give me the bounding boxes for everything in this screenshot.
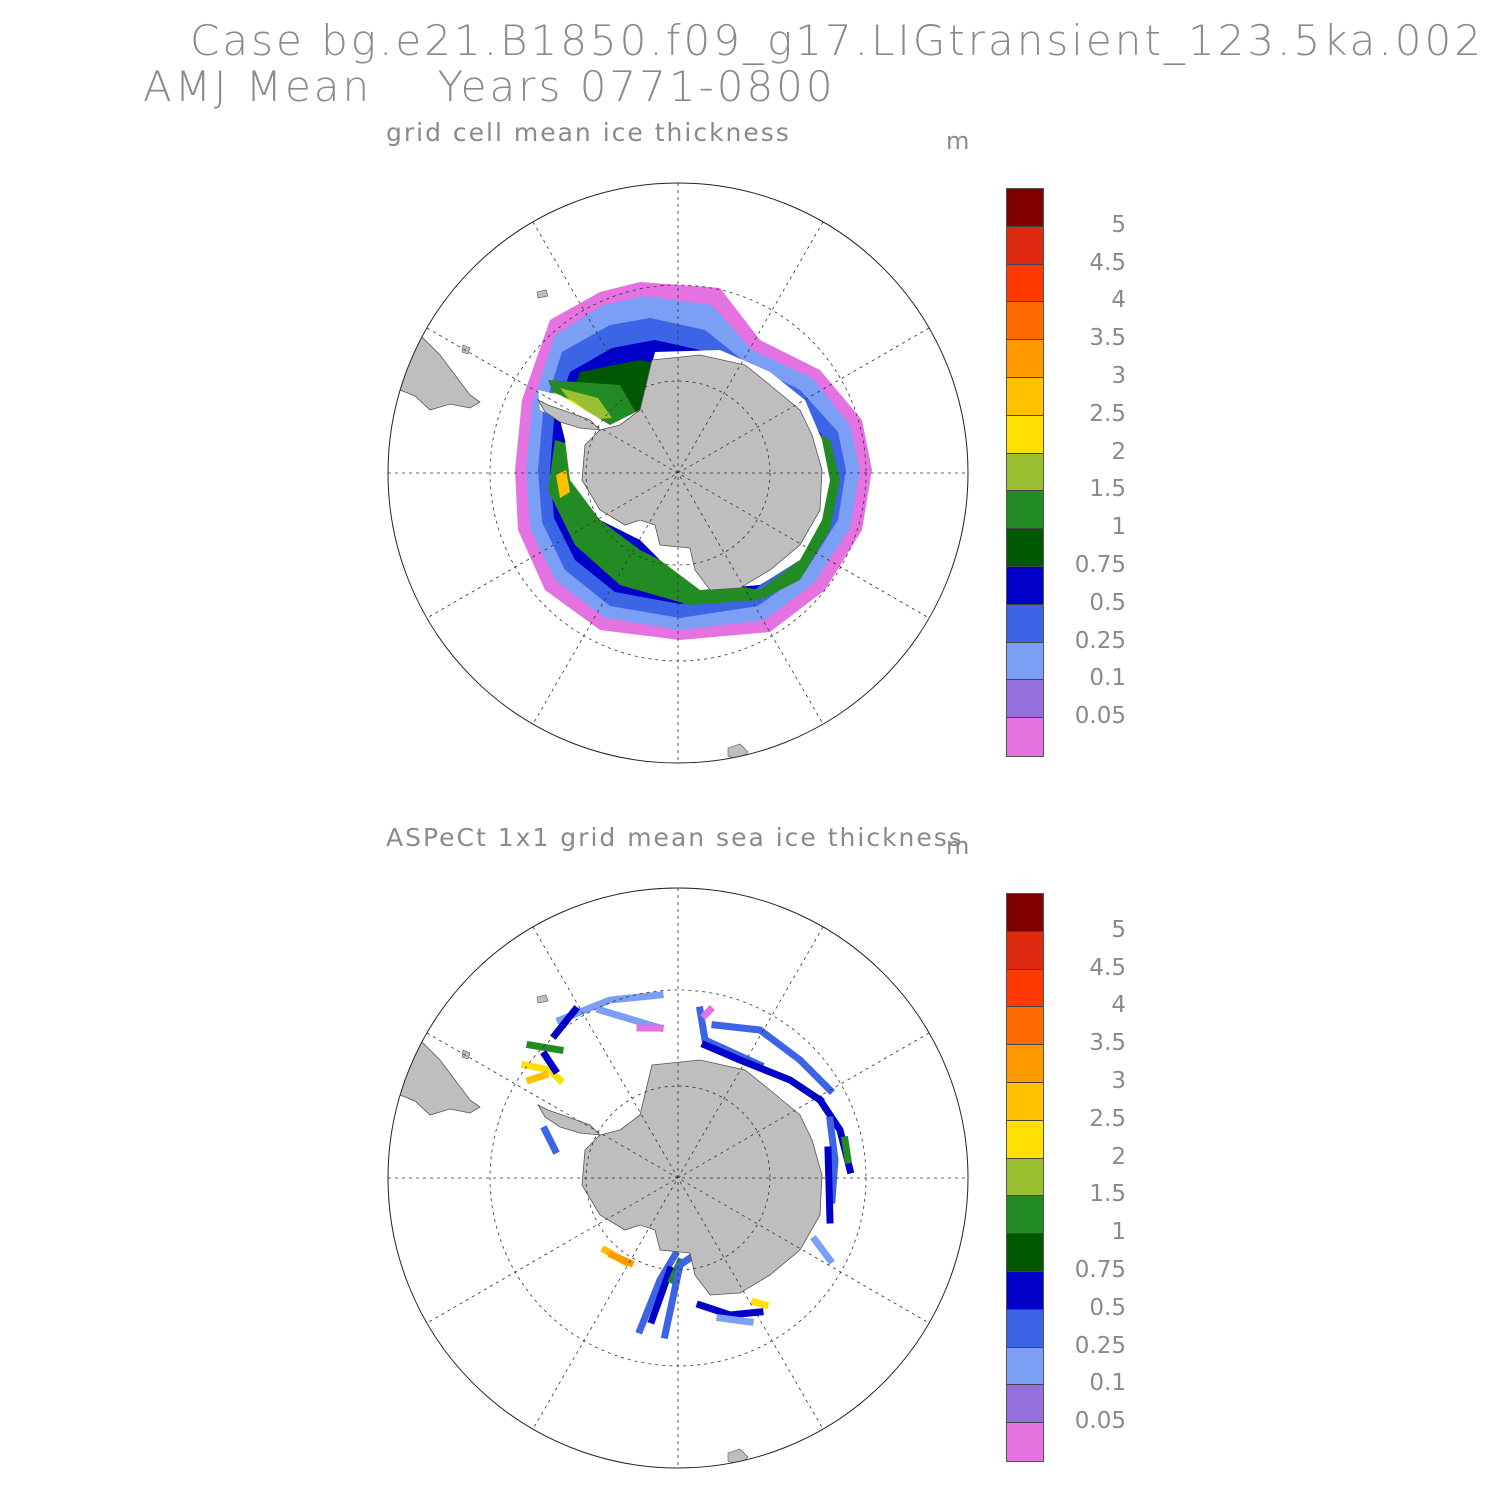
colorbar-1-tick-label: 3.5 <box>1089 325 1126 352</box>
colorbar-2-tick-label: 0.1 <box>1089 1370 1126 1397</box>
colorbar-1-tick-label: 0.75 <box>1074 552 1126 578</box>
map-panel-1 <box>388 282 872 761</box>
colorbar-2-segment <box>1007 894 1043 932</box>
map-panel-2 <box>388 991 855 1466</box>
colorbar-2-segment <box>1007 1234 1043 1272</box>
colorbar-2-tick-label: 4 <box>1111 992 1126 1019</box>
colorbar-1-tick-label: 0.5 <box>1089 589 1126 616</box>
colorbar-1-segment <box>1007 415 1043 454</box>
colorbar-1-segment <box>1007 529 1043 567</box>
panel1-title: grid cell mean ice thickness <box>386 118 791 147</box>
season-years-title: AMJ Mean Years 0771-0800 <box>143 62 836 111</box>
colorbar-2-tick-label: 1.5 <box>1089 1181 1126 1208</box>
island-1 <box>461 344 471 355</box>
colorbar-2-tick-label: 0.5 <box>1089 1294 1126 1321</box>
colorbar-2-segment <box>1007 1423 1043 1461</box>
colorbar-1-segment <box>1007 680 1043 719</box>
ice-ring-1.5 <box>560 388 612 420</box>
island-5 <box>727 1448 749 1466</box>
colorbar-2-tick-label: 4.5 <box>1089 954 1126 981</box>
colorbar-2-tick-label: 3.5 <box>1089 1030 1126 1057</box>
colorbar-2-tick-label: 2.5 <box>1089 1105 1126 1132</box>
colorbar-2-segment <box>1007 1309 1043 1348</box>
antarctica-landmass-2 <box>581 1059 823 1296</box>
colorbar-2-tick-label: 0.05 <box>1074 1408 1126 1435</box>
colorbar-1-segment <box>1007 718 1043 756</box>
case-title: Case bg.e21.B1850.f09_g17.LIGtransient_1… <box>190 16 1484 65</box>
colorbar-2-segment <box>1007 1158 1043 1197</box>
colorbar-2-segment <box>1007 969 1043 1008</box>
colorbar-2-segment <box>1007 931 1043 970</box>
colorbar-1-segment <box>1007 642 1043 681</box>
antarctic-peninsula <box>536 399 602 431</box>
map-boundary-2 <box>387 887 969 1469</box>
colorbar-2-segment <box>1007 1120 1043 1159</box>
colorbar-2-segment <box>1007 1385 1043 1424</box>
colorbar-1-segment <box>1007 453 1043 492</box>
colorbar-2-segment <box>1007 1045 1043 1083</box>
colorbar-2-tick-label: 2 <box>1111 1143 1126 1170</box>
colorbar-2 <box>1006 893 1044 1462</box>
colorbar-2-segment <box>1007 1007 1043 1046</box>
colorbar-2-tick-label: 3 <box>1111 1068 1126 1094</box>
colorbar-1-tick-label: 4 <box>1111 287 1126 314</box>
island-4 <box>461 1049 471 1060</box>
colorbar-2-tick-label: 5 <box>1111 916 1126 943</box>
colorbar-1-segment <box>1007 189 1043 227</box>
ice-ring-1-b <box>548 430 840 605</box>
colorbar-2-segment <box>1007 1196 1043 1235</box>
colorbar-1-tick-label: 2.5 <box>1089 400 1126 427</box>
colorbar-2-segment <box>1007 1271 1043 1310</box>
island-2 <box>727 743 749 761</box>
colorbar-1-tick-label: 4.5 <box>1089 249 1126 276</box>
colorbar-1-tick-label: 1.5 <box>1089 476 1126 503</box>
colorbar-2-tick-label: 0.75 <box>1074 1257 1126 1283</box>
colorbar-2-tick-label: 1 <box>1111 1219 1126 1246</box>
colorbar-1-tick-label: 1 <box>1111 514 1126 541</box>
colorbar-1-segment <box>1007 340 1043 378</box>
colorbar-1-tick-label: 2 <box>1111 438 1126 465</box>
aspect-tracks <box>520 991 855 1340</box>
island-3 <box>536 289 549 299</box>
colorbar-1-tick-label: 5 <box>1111 211 1126 238</box>
island-6 <box>536 994 549 1004</box>
colorbar-1-tick-label: 0.05 <box>1074 703 1126 730</box>
antarctic-peninsula-2 <box>536 1104 602 1136</box>
colorbar-1-segment <box>1007 491 1043 530</box>
colorbar-1-segment <box>1007 302 1043 341</box>
panel2-title: ASPeCt 1x1 grid mean sea ice thickness <box>386 823 964 852</box>
colorbar-1-tick-label: 0.1 <box>1089 665 1126 692</box>
colorbar-1 <box>1006 188 1044 757</box>
colorbar-1-segment <box>1007 226 1043 265</box>
panel2-unit: m <box>946 832 970 860</box>
ice-ring-2.5 <box>556 470 570 498</box>
colorbar-1-segment <box>1007 566 1043 605</box>
colorbar-1-segment <box>1007 264 1043 303</box>
colorbar-1-segment <box>1007 377 1043 416</box>
colorbar-2-segment <box>1007 1347 1043 1386</box>
graticule-panel-2 <box>388 888 968 1468</box>
colorbar-1-tick-label: 3 <box>1111 363 1126 389</box>
colorbar-1-tick-label: 0.25 <box>1074 627 1126 654</box>
graticule-panel-1 <box>388 183 968 763</box>
map-boundary-1 <box>387 182 969 764</box>
colorbar-2-segment <box>1007 1082 1043 1121</box>
colorbar-1-segment <box>1007 604 1043 643</box>
antarctica-landmass <box>581 354 823 591</box>
panel1-unit: m <box>946 127 970 155</box>
colorbar-2-tick-label: 0.25 <box>1074 1332 1126 1359</box>
